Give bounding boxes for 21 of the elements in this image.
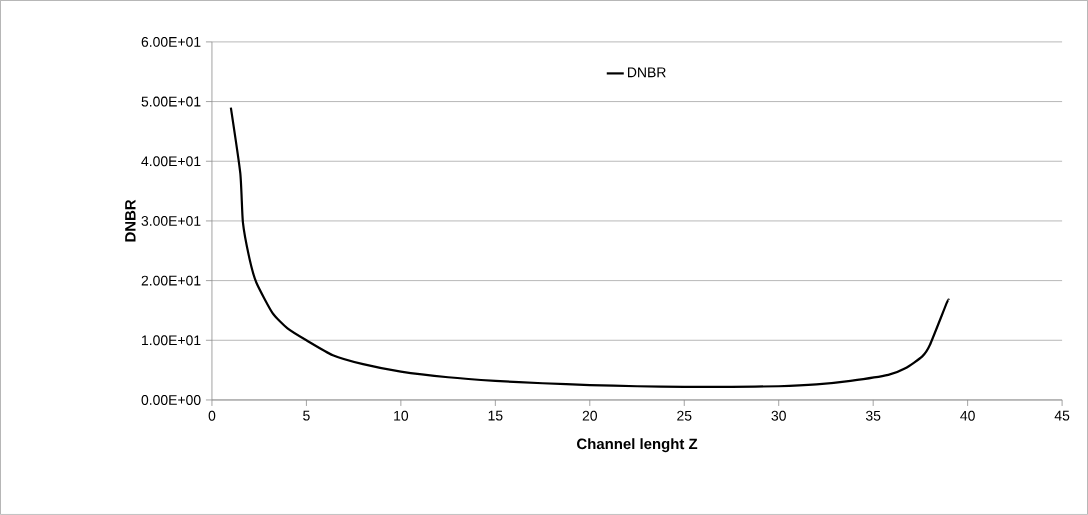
y-tick-label: 1.00E+01 [142, 335, 201, 346]
line-series [229, 106, 950, 389]
y-tick-label: 6.00E+01 [141, 37, 201, 47]
x-tick-label: 15 [488, 410, 503, 421]
y-axis-title: DNBR [125, 199, 136, 242]
x-tick-label: 35 [865, 410, 881, 421]
legend-label: DNBR [628, 67, 666, 78]
y-tick-label: 0.00E+00 [141, 395, 201, 405]
y-tick-label: 3.00E+01 [141, 216, 201, 226]
y-tick-label: 4.00E+01 [141, 156, 201, 167]
x-tick-label: 45 [1054, 410, 1070, 421]
x-tick-label: 20 [582, 410, 598, 421]
x-tick-label: 10 [394, 410, 409, 421]
y-tick-label: 2.00E+01 [141, 275, 201, 286]
x-tick-label: 0 [208, 410, 216, 421]
x-tick-label: 30 [771, 410, 786, 421]
y-tick-label: 5.00E+01 [141, 96, 201, 107]
x-tick-label: 40 [960, 410, 975, 421]
x-tick-label: 25 [677, 410, 692, 421]
x-axis-title: Channel lenght Z [577, 438, 698, 453]
x-tick-label: 5 [303, 410, 310, 421]
